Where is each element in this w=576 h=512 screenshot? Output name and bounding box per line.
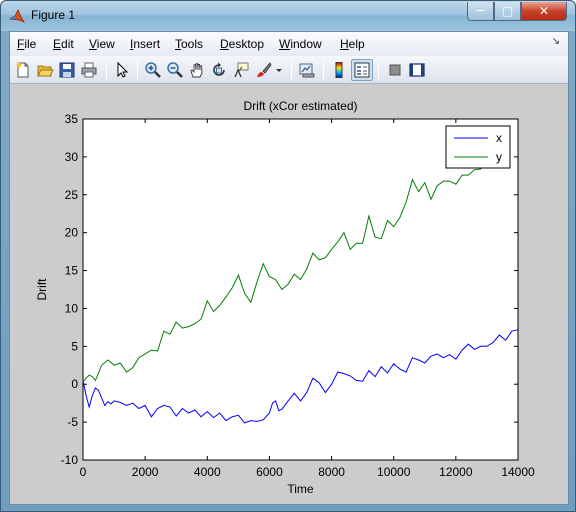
- chart-legend[interactable]: x y: [446, 126, 510, 168]
- menu-view-mnemonic: V: [89, 37, 97, 51]
- minimize-button[interactable]: —: [467, 2, 494, 21]
- x-tick-label: 6000: [256, 465, 283, 479]
- pan-hand-icon[interactable]: [186, 59, 208, 81]
- menu-edit[interactable]: Edit: [53, 37, 74, 51]
- new-figure-icon[interactable]: [12, 59, 34, 81]
- axes-background[interactable]: [83, 119, 518, 460]
- open-file-icon[interactable]: [34, 59, 56, 81]
- menu-tools[interactable]: Tools: [175, 37, 203, 51]
- menu-bar: File Edit View Insert Tools Desktop Wind…: [10, 32, 568, 56]
- x-tick-label: 8000: [318, 465, 345, 479]
- menu-desktop-label: esktop: [229, 37, 264, 51]
- close-icon: ✕: [539, 4, 549, 18]
- colorbar-icon[interactable]: [328, 59, 350, 81]
- window-title: Figure 1: [31, 8, 75, 22]
- brush-icon[interactable]: [253, 59, 275, 81]
- menu-edit-label: dit: [61, 37, 74, 51]
- y-tick-label: 0: [71, 377, 78, 391]
- figure-canvas[interactable]: -10 -5 0 5 10 15 20 25 30 35 0 2000 4000 6000 8000 100…: [10, 85, 568, 504]
- link-plot-icon[interactable]: [296, 59, 318, 81]
- figure-toolbar: [10, 56, 568, 84]
- brush-dropdown-icon[interactable]: [273, 59, 285, 81]
- print-icon[interactable]: [78, 59, 100, 81]
- menu-view-label: iew: [97, 37, 115, 51]
- close-button[interactable]: ✕: [521, 2, 567, 21]
- y-tick-label: -5: [67, 415, 78, 429]
- data-cursor-icon[interactable]: [230, 59, 252, 81]
- menu-window[interactable]: Window: [279, 37, 322, 51]
- hide-plot-tools-icon[interactable]: [384, 59, 406, 81]
- y-tick-label: 5: [71, 339, 78, 353]
- zoom-in-icon[interactable]: [142, 59, 164, 81]
- edit-plot-arrow-icon[interactable]: [111, 59, 133, 81]
- menu-desktop-mnemonic: D: [220, 37, 229, 51]
- figure-client-area: File Edit View Insert Tools Desktop Wind…: [9, 31, 569, 505]
- y-tick-label: -10: [61, 453, 79, 467]
- menu-window-label: indow: [290, 37, 321, 51]
- toolbar-separator: [106, 60, 107, 80]
- toolbar-separator: [323, 60, 324, 80]
- menu-file[interactable]: File: [17, 37, 36, 51]
- toolbar-separator: [291, 60, 292, 80]
- y-tick-label: 20: [65, 226, 79, 240]
- menu-help[interactable]: Help: [340, 37, 365, 51]
- x-tick-label: 12000: [439, 465, 473, 479]
- y-tick-label: 25: [65, 188, 79, 202]
- x-tick-label: 0: [80, 465, 87, 479]
- zoom-out-icon[interactable]: [164, 59, 186, 81]
- menu-file-label: ile: [24, 37, 36, 51]
- matlab-logo-icon: [9, 8, 25, 24]
- rotate-3d-icon[interactable]: [208, 59, 230, 81]
- save-icon[interactable]: [56, 59, 78, 81]
- legend-icon[interactable]: [351, 59, 373, 81]
- y-tick-label: 15: [65, 264, 79, 278]
- menu-view[interactable]: View: [89, 37, 115, 51]
- maximize-button[interactable]: □: [494, 2, 521, 21]
- x-tick-label: 4000: [194, 465, 221, 479]
- menu-desktop[interactable]: Desktop: [220, 37, 264, 51]
- y-tick-label: 10: [65, 301, 79, 315]
- menu-help-mnemonic: H: [340, 37, 349, 51]
- toolbar-separator: [378, 60, 379, 80]
- x-axis-label: Time: [287, 482, 314, 496]
- dock-arrow-icon[interactable]: ↘: [552, 36, 560, 47]
- toolbar-separator: [137, 60, 138, 80]
- y-tick-label: 30: [65, 150, 79, 164]
- legend-label-y: y: [496, 150, 502, 164]
- menu-edit-mnemonic: E: [53, 37, 61, 51]
- legend-label-x: x: [496, 131, 502, 145]
- menu-insert[interactable]: Insert: [130, 37, 160, 51]
- menu-help-label: elp: [349, 37, 365, 51]
- show-plot-tools-icon[interactable]: [406, 59, 428, 81]
- y-tick-label: 35: [65, 112, 79, 126]
- maximize-icon: □: [502, 4, 513, 18]
- menu-insert-label: nsert: [133, 37, 160, 51]
- x-tick-label: 14000: [501, 465, 535, 479]
- title-bar[interactable]: Figure 1 — □ ✕: [1, 1, 575, 31]
- x-tick-label: 2000: [132, 465, 159, 479]
- chart-title: Drift (xCor estimated): [243, 99, 357, 113]
- x-tick-label: 10000: [377, 465, 411, 479]
- menu-tools-label: ools: [181, 37, 203, 51]
- minimize-icon: —: [476, 6, 485, 16]
- menu-window-mnemonic: W: [279, 37, 290, 51]
- drift-line-chart[interactable]: -10 -5 0 5 10 15 20 25 30 35 0 2000 4000 6000 8000 100…: [10, 85, 568, 504]
- y-axis-label: Drift: [35, 278, 49, 301]
